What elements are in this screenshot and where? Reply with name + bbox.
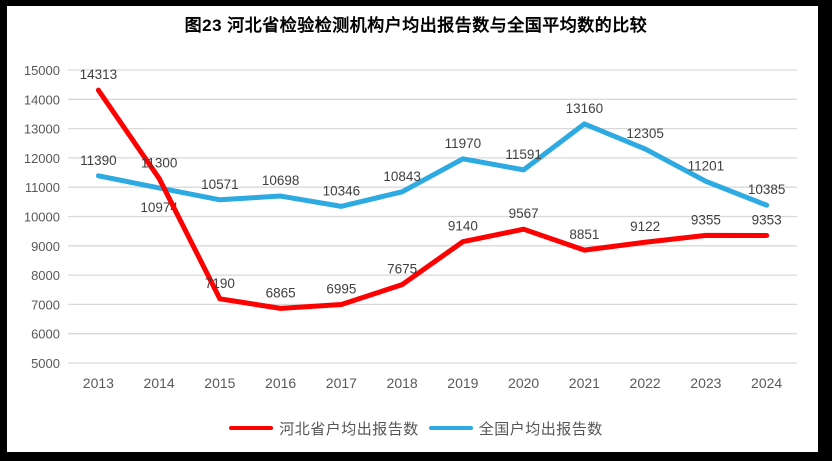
x-axis-tick-label: 2017 [326,375,357,391]
data-label: 13160 [566,101,604,116]
x-axis-tick-label: 2022 [630,375,661,391]
data-label: 9353 [752,212,782,227]
y-axis-tick-label: 11000 [25,180,60,195]
data-label: 12305 [626,126,664,141]
x-axis-tick-label: 2015 [204,375,235,391]
x-axis-tick-label: 2014 [144,375,175,391]
data-label: 6865 [266,285,296,300]
chart-legend: 河北省户均出报告数 全国户均出报告数 [0,412,832,444]
legend-label-hebei: 河北省户均出报告数 [279,420,419,438]
data-label: 9355 [691,212,721,227]
data-label: 11201 [688,158,725,173]
hebei-line-swatch-icon [229,426,274,430]
y-axis-tick-label: 14000 [24,92,60,107]
data-label: 10843 [383,169,421,184]
data-label: 9140 [448,219,478,234]
chart-title: 图23 河北省检验检测机构户均出报告数与全国平均数的比较 [184,16,648,35]
data-label: 11970 [445,136,482,151]
x-axis-tick-label: 2021 [569,375,600,391]
x-axis-tick-label: 2018 [387,375,418,391]
x-axis-tick-label: 2020 [508,375,539,391]
data-label: 8851 [569,227,599,242]
data-label: 9122 [630,219,660,234]
legend-item-national: 全国户均出报告数 [428,418,603,439]
y-axis-tick-label: 9000 [31,239,60,254]
data-label: 10385 [748,182,786,197]
data-label: 11390 [80,153,117,168]
x-axis-tick-label: 2023 [690,375,721,391]
data-label: 11300 [141,155,178,170]
y-axis-tick-label: 10000 [24,210,60,225]
data-label: 7675 [387,262,417,277]
legend-item-hebei: 河北省户均出报告数 [229,418,419,439]
x-axis-tick-label: 2024 [751,375,782,391]
data-label: 10974 [140,200,178,215]
y-axis-tick-label: 6000 [31,327,60,342]
data-label: 7190 [205,276,235,291]
data-label: 10346 [323,183,361,198]
x-axis-tick-label: 2016 [265,375,296,391]
series-line-hebei [95,87,770,311]
y-axis-tick-label: 8000 [31,268,60,283]
x-axis-tick-label: 2019 [447,375,478,391]
x-axis-tick-label: 2013 [83,375,114,391]
data-label: 11591 [505,147,542,162]
data-label: 10571 [201,177,239,192]
data-label: 6995 [326,282,356,297]
y-axis-tick-label: 15000 [24,63,60,78]
national-line-swatch-icon [428,426,473,430]
data-label: 9567 [509,206,539,221]
y-axis-tick-label: 5000 [31,356,60,371]
y-axis-tick-label: 7000 [31,297,60,312]
series-line-national [95,121,770,209]
data-label: 14313 [80,67,118,82]
y-axis-tick-label: 12000 [24,151,60,166]
data-label: 10698 [262,173,300,188]
y-axis-tick-label: 13000 [24,122,60,137]
legend-label-national: 全国户均出报告数 [478,420,603,438]
